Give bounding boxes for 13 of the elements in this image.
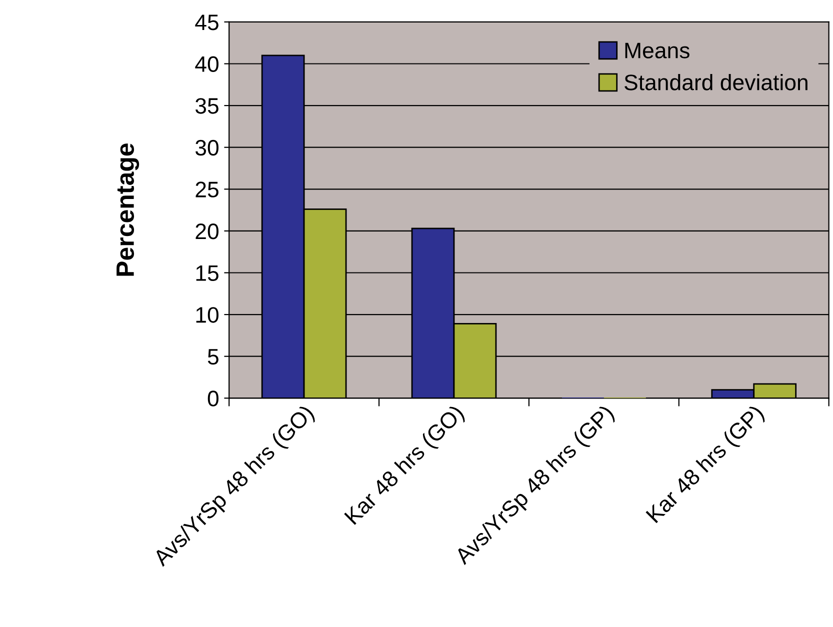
legend-label: Standard deviation	[624, 74, 808, 90]
y-tick-label: 40	[195, 56, 218, 72]
legend-label: Means	[625, 42, 690, 58]
y-tick-label: 0	[208, 390, 218, 406]
y-tick-label: 45	[195, 14, 218, 30]
y-tick-label: 20	[196, 223, 218, 240]
y-tick-label: 10	[196, 307, 218, 323]
y-tick-label: 15	[196, 266, 218, 282]
y-tick-label: 30	[195, 140, 218, 156]
y-tick-label: 25	[196, 182, 218, 198]
y-tick-label: 5	[208, 349, 218, 365]
y-tick-label: 35	[195, 98, 218, 114]
y-axis-title: Percentage	[116, 144, 140, 276]
